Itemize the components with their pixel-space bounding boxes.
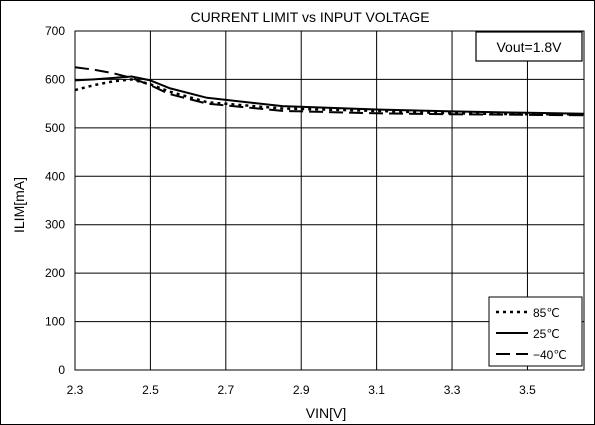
x-tick-label: 3.5 xyxy=(519,383,536,397)
plot-area-border xyxy=(74,30,585,371)
y-tick-label: 700 xyxy=(45,24,65,38)
y-axis-title: ILIM[mA] xyxy=(11,177,27,233)
y-tick-label: 600 xyxy=(45,72,65,86)
legend-label: −40℃ xyxy=(533,348,567,362)
x-tick-label: 2.5 xyxy=(142,383,159,397)
series-layer xyxy=(74,66,585,117)
annotation-frame xyxy=(475,31,583,62)
x-tick-label: 2.9 xyxy=(293,383,310,397)
x-axis-title: VIN[V] xyxy=(306,405,346,421)
tick-labels: 2.3 2.5 2.7 2.9 3.1 3.3 3.5 0 100 200 300 400 500 600… xyxy=(45,24,536,397)
y-tick-label: 0 xyxy=(58,363,65,377)
legend-label: 85℃ xyxy=(533,306,560,320)
y-tick-label: 100 xyxy=(45,315,65,329)
x-tick-label: 2.7 xyxy=(217,383,234,397)
annotation-box: Vout=1.8V xyxy=(475,31,583,62)
x-tick-label: 3.1 xyxy=(368,383,385,397)
y-tick-label: 300 xyxy=(45,218,65,232)
y-tick-label: 400 xyxy=(45,169,65,183)
legend-label: 25℃ xyxy=(533,327,560,341)
legend: 85℃ 25℃ −40℃ xyxy=(488,296,583,367)
chart-title: CURRENT LIMIT vs INPUT VOLTAGE xyxy=(190,9,429,25)
y-tick-label: 200 xyxy=(45,266,65,280)
series-line-dotted xyxy=(74,78,584,116)
x-tick-label: 3.3 xyxy=(444,383,461,397)
series-line-solid xyxy=(74,75,585,115)
y-tick-label: 500 xyxy=(45,121,65,135)
x-tick-label: 2.3 xyxy=(67,383,84,397)
annotation-text: Vout=1.8V xyxy=(496,39,562,55)
